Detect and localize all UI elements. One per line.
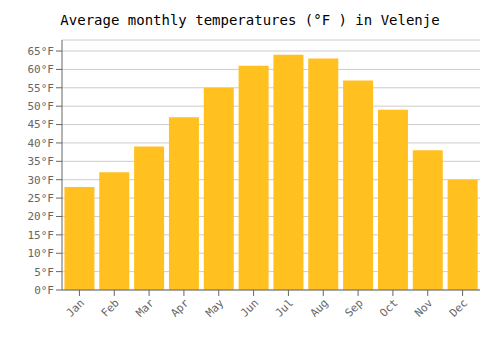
svg-text:Feb: Feb (99, 296, 122, 319)
svg-text:Mar: Mar (133, 296, 157, 320)
svg-text:Dec: Dec (447, 296, 470, 319)
svg-text:May: May (203, 296, 227, 320)
svg-text:5°F: 5°F (34, 266, 54, 279)
svg-text:45°F: 45°F (28, 118, 55, 131)
html-text:Average monthly temperatures (: Average monthly temperatures (°F ) in Ve… (60, 12, 440, 28)
svg-text:Jul: Jul (273, 296, 296, 319)
svg-text:Oct: Oct (377, 296, 400, 319)
svg-text:40°F: 40°F (28, 137, 55, 150)
svg-text:Apr: Apr (168, 296, 192, 320)
svg-text:Sep: Sep (342, 296, 365, 319)
svg-text:10°F: 10°F (28, 247, 55, 260)
svg-text:65°F: 65°F (28, 45, 55, 58)
svg-text:Jun: Jun (238, 296, 261, 319)
svg-text:20°F: 20°F (28, 210, 55, 223)
svg-text:0°F: 0°F (34, 284, 54, 297)
svg-text:Nov: Nov (412, 296, 436, 320)
svg-text:30°F: 30°F (28, 174, 55, 187)
svg-text:50°F: 50°F (28, 100, 55, 113)
svg-text:55°F: 55°F (28, 82, 55, 95)
svg-text:Jan: Jan (64, 296, 87, 319)
svg-text:Aug: Aug (308, 296, 331, 319)
svg-text:60°F: 60°F (28, 63, 55, 76)
svg-text:15°F: 15°F (28, 229, 55, 242)
svg-text:25°F: 25°F (28, 192, 55, 205)
svg-text:35°F: 35°F (28, 155, 55, 168)
